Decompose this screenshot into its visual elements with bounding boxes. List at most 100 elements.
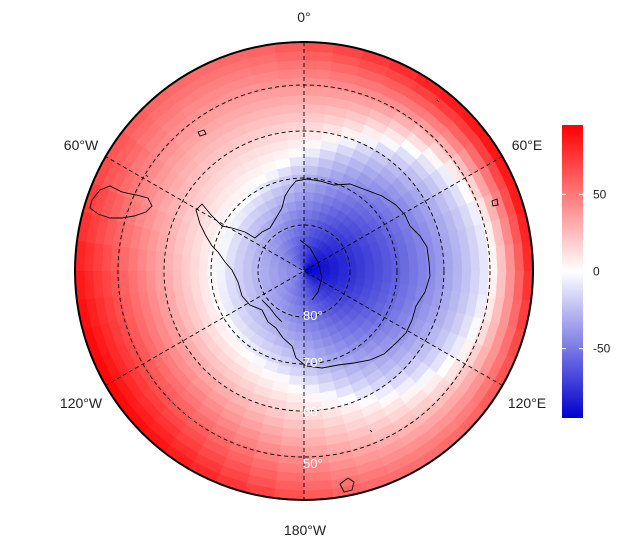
kerguelen <box>491 198 499 207</box>
field-cell <box>443 251 455 272</box>
field-cell <box>303 182 316 193</box>
antarctica-coastline <box>195 178 431 369</box>
longitude-label-0: 0° <box>297 9 310 25</box>
field-cell <box>347 270 358 279</box>
field-cell <box>303 419 326 430</box>
field-cell <box>303 164 319 176</box>
field-cell <box>241 262 252 272</box>
field-cell <box>303 191 315 202</box>
field-cell <box>281 427 305 439</box>
field-cell <box>250 263 261 272</box>
field-cell <box>408 270 419 287</box>
meridian-120e-60w <box>105 156 503 386</box>
field-cell <box>285 129 305 141</box>
field-cell <box>294 331 305 342</box>
field-cell <box>303 226 311 237</box>
field-cell <box>452 249 463 272</box>
field-cell <box>295 323 305 334</box>
field-cell <box>224 270 235 282</box>
field-cell <box>303 120 324 132</box>
field-cell <box>382 259 393 272</box>
field-cell <box>180 270 191 288</box>
field-cell <box>460 248 472 272</box>
south-america-tip <box>89 185 153 219</box>
field-cell <box>287 147 305 158</box>
field-cell <box>189 270 200 287</box>
field-cell <box>289 164 305 176</box>
field-cell <box>417 270 428 288</box>
field-cell <box>364 270 375 281</box>
field-cell <box>408 255 419 272</box>
field-cell <box>373 270 384 282</box>
longitude-label-120e: 120°E <box>508 395 546 411</box>
field-cell <box>289 366 305 378</box>
colorbar-tick-label: -50 <box>593 342 611 356</box>
field-cell <box>303 217 312 228</box>
field-cell <box>224 260 235 272</box>
field-cell <box>136 248 148 272</box>
field-cell <box>452 270 463 293</box>
field-cell <box>171 270 183 289</box>
field-cell <box>303 331 314 342</box>
field-cell <box>460 270 472 294</box>
small-island-1 <box>145 174 149 178</box>
field-cell <box>303 208 313 219</box>
field-cell <box>382 270 393 283</box>
field-cell <box>303 147 321 158</box>
field-cell <box>215 270 226 283</box>
field-cell <box>303 427 327 439</box>
data-field <box>75 42 533 500</box>
latitude-label-70: 70° <box>303 355 323 370</box>
field-cell <box>273 488 305 500</box>
field-cell <box>303 340 315 351</box>
field-cell <box>425 253 437 272</box>
field-cell <box>285 401 305 413</box>
field-cell <box>293 191 305 202</box>
field-cell <box>521 270 533 302</box>
field-cell <box>284 120 305 132</box>
field-cell <box>282 112 305 123</box>
field-cell <box>281 103 305 115</box>
colorbar: 50 0 -50 <box>562 125 611 418</box>
field-cell <box>364 261 375 272</box>
field-cell <box>259 264 270 272</box>
latitude-labels: 80° 70° 60° 50° <box>303 308 323 471</box>
field-cell <box>292 182 305 193</box>
field-cell <box>171 253 183 272</box>
south-georgia <box>197 129 207 137</box>
field-cell <box>373 260 384 272</box>
field-cell <box>286 138 305 150</box>
field-cell <box>284 410 305 422</box>
field-cell <box>153 251 165 272</box>
field-cell <box>189 255 200 272</box>
longitude-labels: 0° 60°E 120°E 180°W 120°W 60°W <box>60 9 546 538</box>
field-cell <box>338 270 349 278</box>
graticule <box>105 42 503 500</box>
field-cell <box>75 240 87 272</box>
colorbar-ticks: 50 0 -50 <box>562 187 611 356</box>
field-cell <box>303 112 326 123</box>
field-cell <box>288 375 305 386</box>
field-cell <box>288 156 305 167</box>
latitude-circle-60 <box>163 130 445 412</box>
coastlines <box>89 99 499 493</box>
field-cell <box>282 419 305 430</box>
small-island-2 <box>436 99 440 103</box>
field-cell <box>303 384 321 395</box>
field-cell <box>145 270 156 293</box>
field-cell <box>399 256 411 272</box>
meridian-60e-120w <box>105 156 503 386</box>
latitude-label-60: 60° <box>303 404 323 419</box>
longitude-label-60e: 60°E <box>512 137 543 153</box>
latitude-label-80: 80° <box>303 308 323 323</box>
field-cell <box>197 256 209 272</box>
field-cell <box>303 200 314 211</box>
new-zealand-fragment <box>339 477 355 493</box>
field-cell <box>136 270 148 294</box>
field-cell <box>233 261 244 272</box>
field-cell <box>356 270 367 280</box>
colorbar-tick-label: 0 <box>593 265 600 279</box>
latitude-label-50: 50° <box>303 456 323 471</box>
